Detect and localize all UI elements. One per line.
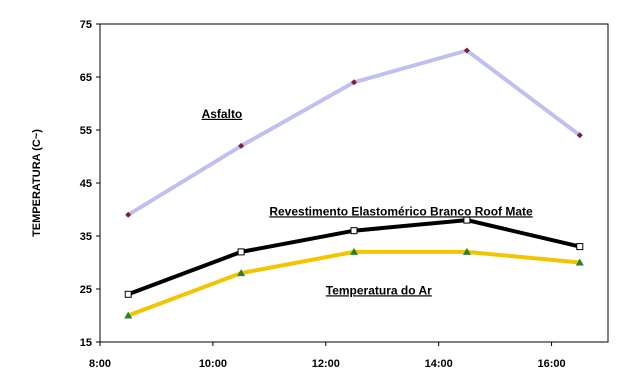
data-point	[125, 211, 132, 218]
x-tick-label: 10:00	[199, 358, 227, 370]
x-ticks: 8:00 10:00 12:00 14:00 16:00	[89, 342, 566, 370]
data-point	[576, 243, 584, 251]
x-tick-label: 8:00	[89, 358, 111, 370]
data-point	[237, 269, 246, 277]
data-point	[462, 247, 471, 255]
annotation-label: Revestimento Elastomérico Branco Roof Ma…	[269, 204, 533, 218]
x-tick-label: 14:00	[425, 358, 453, 370]
y-tick-label: 35	[80, 231, 92, 243]
y-tick-label: 65	[80, 72, 92, 84]
data-point	[350, 247, 358, 255]
data-point	[576, 132, 583, 139]
x-tick-label: 12:00	[312, 358, 340, 370]
data-point	[463, 216, 471, 224]
y-tick-label: 75	[80, 19, 92, 31]
data-point	[124, 311, 133, 319]
data-point	[124, 290, 132, 298]
y-tick-label: 15	[80, 337, 92, 349]
data-point	[238, 142, 245, 149]
data-point	[350, 227, 358, 235]
series-line-0	[127, 48, 581, 217]
annotation-label: Asfalto	[202, 107, 243, 121]
y-tick-label: 55	[80, 125, 92, 137]
data-point	[575, 258, 584, 266]
annotations-group: Asfalto Revestimento Elastomérico Branco …	[202, 107, 533, 297]
x-tick-label: 16:00	[537, 358, 565, 370]
y-tick-label: 25	[80, 284, 92, 296]
series-group	[124, 47, 584, 319]
y-ticks: 15 25 35 45 55 65 75	[80, 19, 100, 349]
y-tick-label: 45	[80, 178, 92, 190]
data-point	[351, 79, 357, 86]
annotation-label: Temperatura do Ar	[326, 283, 432, 297]
data-point	[463, 47, 470, 54]
y-axis-label: TEMPERATURA (C~)	[31, 129, 43, 237]
data-point	[237, 248, 245, 256]
